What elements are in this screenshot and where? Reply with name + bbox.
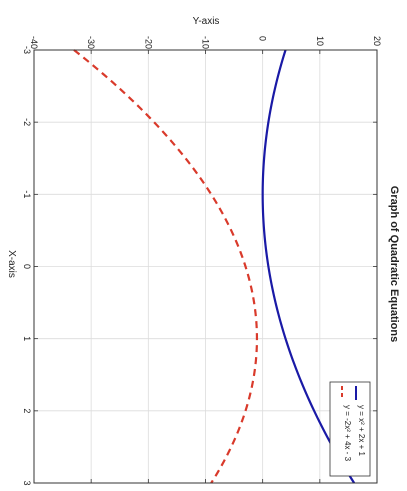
y-tick-label: 0 <box>258 36 268 41</box>
x-tick-label: -3 <box>22 46 32 54</box>
y-tick-label: -40 <box>29 36 39 49</box>
y-tick-label: -30 <box>86 36 96 49</box>
legend-box <box>329 381 371 477</box>
y-tick-label: -20 <box>143 36 153 49</box>
y-axis-title: Y-axis <box>193 16 220 27</box>
series-line-1 <box>261 49 356 484</box>
y-tick-label: -10 <box>201 36 211 49</box>
x-tick-label: 3 <box>22 480 32 485</box>
legend: y = x² + 2x + 1 y = -2x² + 4x - 3 <box>329 381 371 477</box>
x-tick-label: 0 <box>22 264 32 269</box>
y-tick-label: 10 <box>315 36 325 46</box>
x-tick-label: -2 <box>22 118 32 126</box>
x-tick-label: -1 <box>22 190 32 198</box>
x-axis-title: X-axis <box>6 250 17 278</box>
series-line-2 <box>73 49 259 484</box>
chart-title: Graph of Quadratic Equations <box>388 186 400 342</box>
legend-label-series-1: y = x² + 2x + 1 <box>357 405 366 456</box>
y-tick-label: 20 <box>372 36 382 46</box>
x-tick-label: 2 <box>22 408 32 413</box>
x-tick-label: 1 <box>22 336 32 341</box>
legend-label-series-2: y = -2x² + 4x - 3 <box>343 405 352 462</box>
